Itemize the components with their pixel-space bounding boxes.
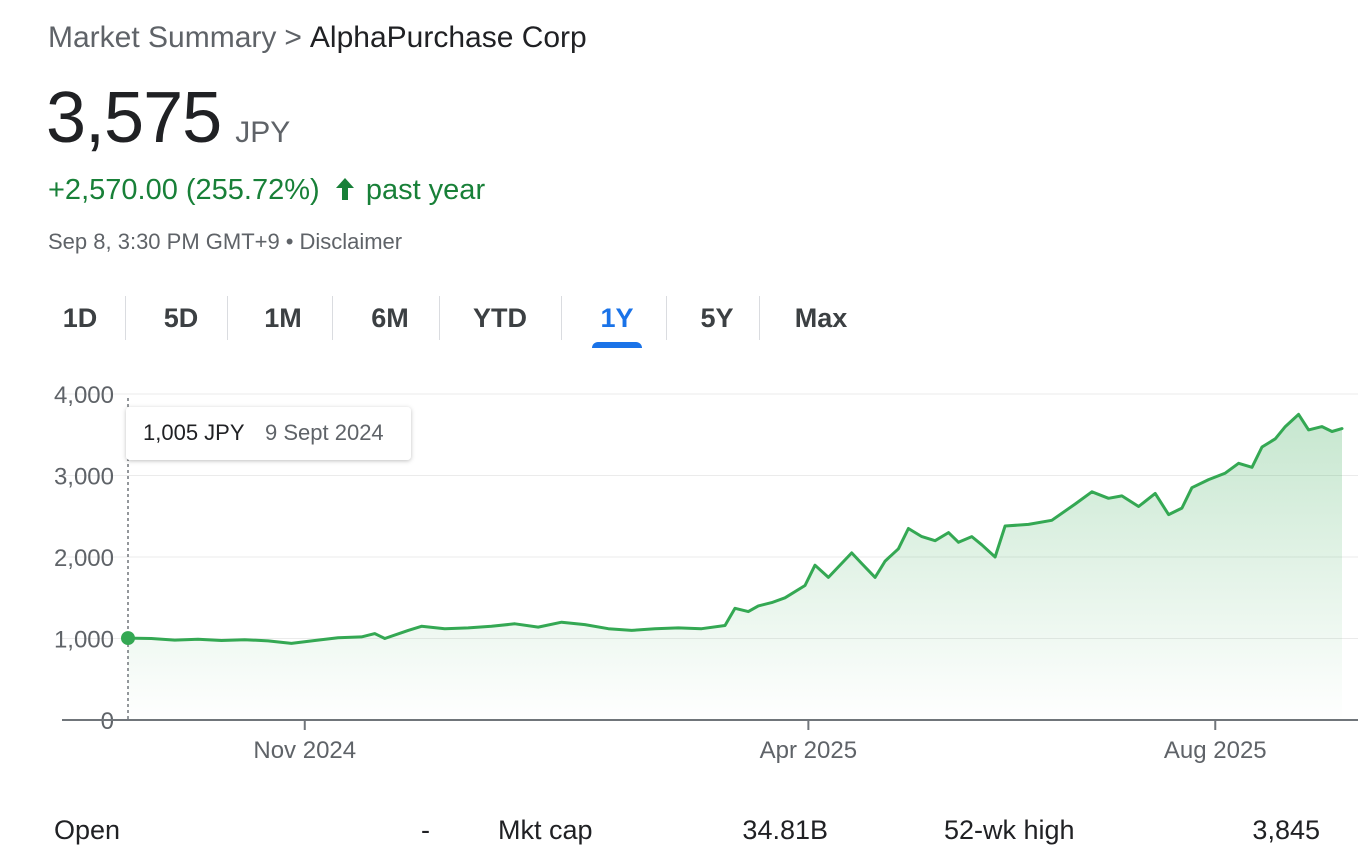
tab-ytd[interactable]: YTD: [473, 303, 527, 333]
tooltip-value: 1,005 JPY: [143, 420, 245, 445]
tab-1d[interactable]: 1D: [62, 303, 98, 333]
price-change-row: +2,570.00 (255.72%) past year: [48, 170, 485, 213]
series-area: [128, 414, 1342, 720]
tab-1m[interactable]: 1M: [264, 303, 302, 333]
quote-timestamp: Sep 8, 3:30 PM GMT+9: [48, 229, 280, 254]
stat-value-52wk-high: 3,845: [1252, 815, 1320, 845]
stat-label-mkt-cap: Mkt cap: [498, 815, 593, 845]
y-tick-label: 1,000: [54, 627, 114, 654]
tab-divider: [439, 296, 440, 340]
range-tabs: 1D 5D 1M 6M YTD 1Y 5Y Max: [48, 296, 868, 348]
price-change-period: past year: [365, 174, 486, 206]
y-tick-label: 0: [101, 708, 114, 735]
x-tick-label: Apr 2025: [760, 737, 857, 764]
stat-value-open: -: [421, 815, 430, 845]
breadcrumb-company: AlphaPurchase Corp: [309, 21, 587, 54]
tab-divider: [759, 296, 760, 340]
current-price: 3,575: [46, 78, 222, 158]
arrow-up-icon: [334, 173, 356, 213]
quote-meta: Sep 8, 3:30 PM GMT+9 • Disclaimer: [48, 228, 402, 256]
tab-divider: [125, 296, 126, 340]
key-stats: Open - Mkt cap 34.81B 52-wk high 3,845: [0, 808, 1358, 852]
tab-max[interactable]: Max: [794, 303, 848, 333]
stat-label-52wk-high: 52-wk high: [944, 815, 1075, 845]
hover-point: [121, 631, 135, 646]
tab-divider: [666, 296, 667, 340]
price-change: +2,570.00 (255.72%): [48, 174, 320, 206]
tab-5d[interactable]: 5D: [163, 303, 199, 333]
price-chart[interactable]: 0 1,000 2,000 3,000 4,000 Nov 2024 Apr 2025 Aug…: [0, 370, 1358, 800]
price-currency: JPY: [235, 116, 291, 149]
breadcrumb-separator: >: [284, 21, 302, 54]
tab-divider: [227, 296, 228, 340]
y-tick-label: 3,000: [54, 464, 114, 491]
tooltip: [126, 407, 411, 460]
breadcrumb: Market Summary > AlphaPurchase Corp: [48, 18, 587, 58]
stat-value-mkt-cap: 34.81B: [742, 815, 828, 845]
disclaimer-link[interactable]: Disclaimer: [299, 229, 403, 254]
tab-6m[interactable]: 6M: [371, 303, 409, 333]
tab-1y[interactable]: 1Y: [584, 296, 650, 348]
breadcrumb-root[interactable]: Market Summary: [48, 21, 277, 54]
tooltip-date: 9 Sept 2024: [265, 420, 384, 445]
x-tick-label: Nov 2024: [253, 737, 356, 764]
tab-divider: [561, 296, 562, 340]
series-line: [126, 412, 1344, 645]
x-tick-label: Aug 2025: [1164, 737, 1267, 764]
tab-divider: [332, 296, 333, 340]
meta-separator: •: [285, 229, 294, 254]
price-row: 3,575 JPY: [46, 76, 290, 160]
y-tick-label: 2,000: [54, 545, 114, 572]
y-tick-label: 4,000: [54, 382, 114, 409]
tab-5y[interactable]: 5Y: [700, 303, 734, 333]
stat-label-open: Open: [54, 815, 121, 845]
